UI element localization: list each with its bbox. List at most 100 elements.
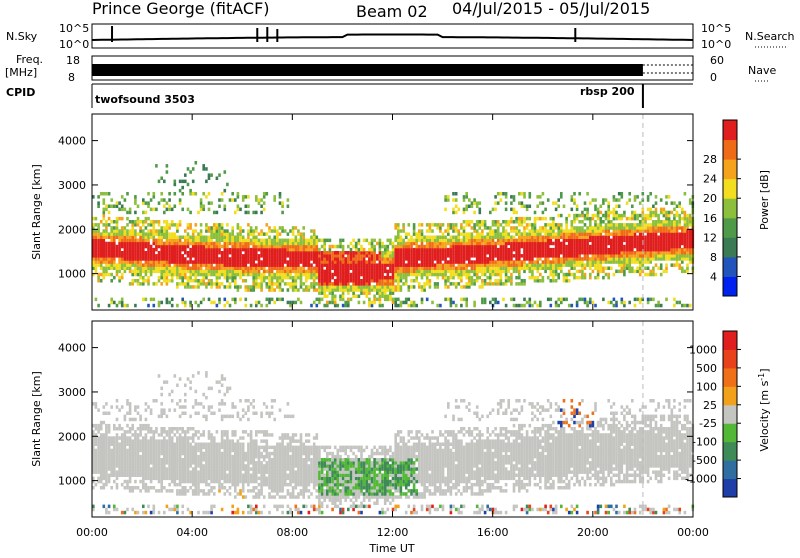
power-cell (287, 276, 290, 280)
power-cell (192, 251, 195, 255)
power-cell (231, 192, 234, 196)
power-cell (505, 229, 508, 233)
power-cell (465, 267, 468, 271)
power-cell (108, 248, 111, 252)
power-cell (313, 239, 316, 243)
power-cell (134, 273, 137, 277)
power-cell (479, 220, 482, 224)
power-cell (218, 267, 221, 271)
power-cell (671, 232, 674, 236)
power-cell (686, 267, 689, 271)
power-cell (421, 267, 424, 271)
power-cell (607, 226, 610, 230)
power-cell (313, 267, 316, 271)
power-cell (310, 273, 313, 277)
velocity-cell (116, 464, 119, 468)
velocity-cell (105, 483, 108, 487)
power-cell (205, 267, 208, 271)
power-cell (97, 201, 100, 205)
power-cell (118, 229, 121, 233)
power-cell (468, 254, 471, 258)
power-cell (460, 223, 463, 227)
power-cell (218, 260, 221, 264)
velocity-cell (121, 443, 124, 447)
power-cell (300, 245, 303, 249)
power-cell (392, 279, 395, 283)
power-cell (266, 192, 269, 196)
power-cell (415, 263, 418, 267)
power-cell (134, 248, 137, 252)
velocity-cell (131, 439, 134, 443)
power-cell (476, 242, 479, 246)
power-cell (108, 192, 111, 196)
power-cell (318, 239, 321, 243)
power-cell (289, 260, 292, 264)
power-cell (686, 220, 689, 224)
power-cell (163, 229, 166, 233)
power-cell (174, 257, 177, 261)
power-cell (145, 239, 148, 243)
power-cell (458, 239, 461, 243)
station-title: Prince George (fitACF) (92, 0, 270, 18)
power-cell (166, 229, 169, 233)
power-cell (581, 298, 584, 302)
power-cell (205, 282, 208, 286)
power-cell (481, 263, 484, 267)
power-cell (308, 254, 311, 258)
power-cell (168, 263, 171, 267)
power-cell (447, 298, 450, 302)
power-cell (505, 208, 508, 212)
power-cell (671, 220, 674, 224)
power-cell (639, 223, 642, 227)
power-cell (565, 263, 568, 267)
power-cell (184, 180, 187, 184)
power-cell (423, 285, 426, 289)
power-cell (594, 236, 597, 240)
power-cell (213, 223, 216, 227)
power-cell (684, 270, 687, 274)
power-cell (310, 267, 313, 271)
velocity-cell (110, 405, 113, 409)
power-cell (350, 254, 353, 258)
power-cell (497, 226, 500, 230)
power-cell (613, 298, 616, 302)
power-cell (405, 282, 408, 286)
power-cell (513, 236, 516, 240)
velocity-cell (147, 449, 150, 453)
power-cell (455, 260, 458, 264)
power-cell (665, 242, 668, 246)
power-cell (237, 236, 240, 240)
power-cell (189, 254, 192, 258)
power-cell (208, 273, 211, 277)
power-cell (481, 254, 484, 258)
power-cell (597, 226, 600, 230)
power-cell (323, 248, 326, 252)
power-cell (137, 242, 140, 246)
power-cell (526, 208, 529, 212)
power-cell (660, 267, 663, 271)
power-cell (247, 242, 250, 246)
power-cell (229, 285, 232, 289)
power-cell (684, 248, 687, 252)
power-cell (271, 298, 274, 302)
power-cell (652, 239, 655, 243)
power-cell (584, 267, 587, 271)
power-cell (573, 226, 576, 230)
power-cell (626, 236, 629, 240)
power-cell (160, 251, 163, 255)
power-cell (668, 248, 671, 252)
power-cell (481, 245, 484, 249)
power-cell (153, 242, 156, 246)
power-cell (550, 263, 553, 267)
power-cell (410, 251, 413, 255)
velocity-cell (134, 433, 137, 437)
velocity-cell (95, 467, 98, 471)
power-cell (578, 242, 581, 246)
velocity-cell (153, 446, 156, 450)
velocity-cell (118, 424, 121, 428)
power-cell (571, 229, 574, 233)
power-cell (660, 239, 663, 243)
power-cell (355, 295, 358, 299)
power-cell (568, 232, 571, 236)
power-cell (260, 273, 263, 277)
